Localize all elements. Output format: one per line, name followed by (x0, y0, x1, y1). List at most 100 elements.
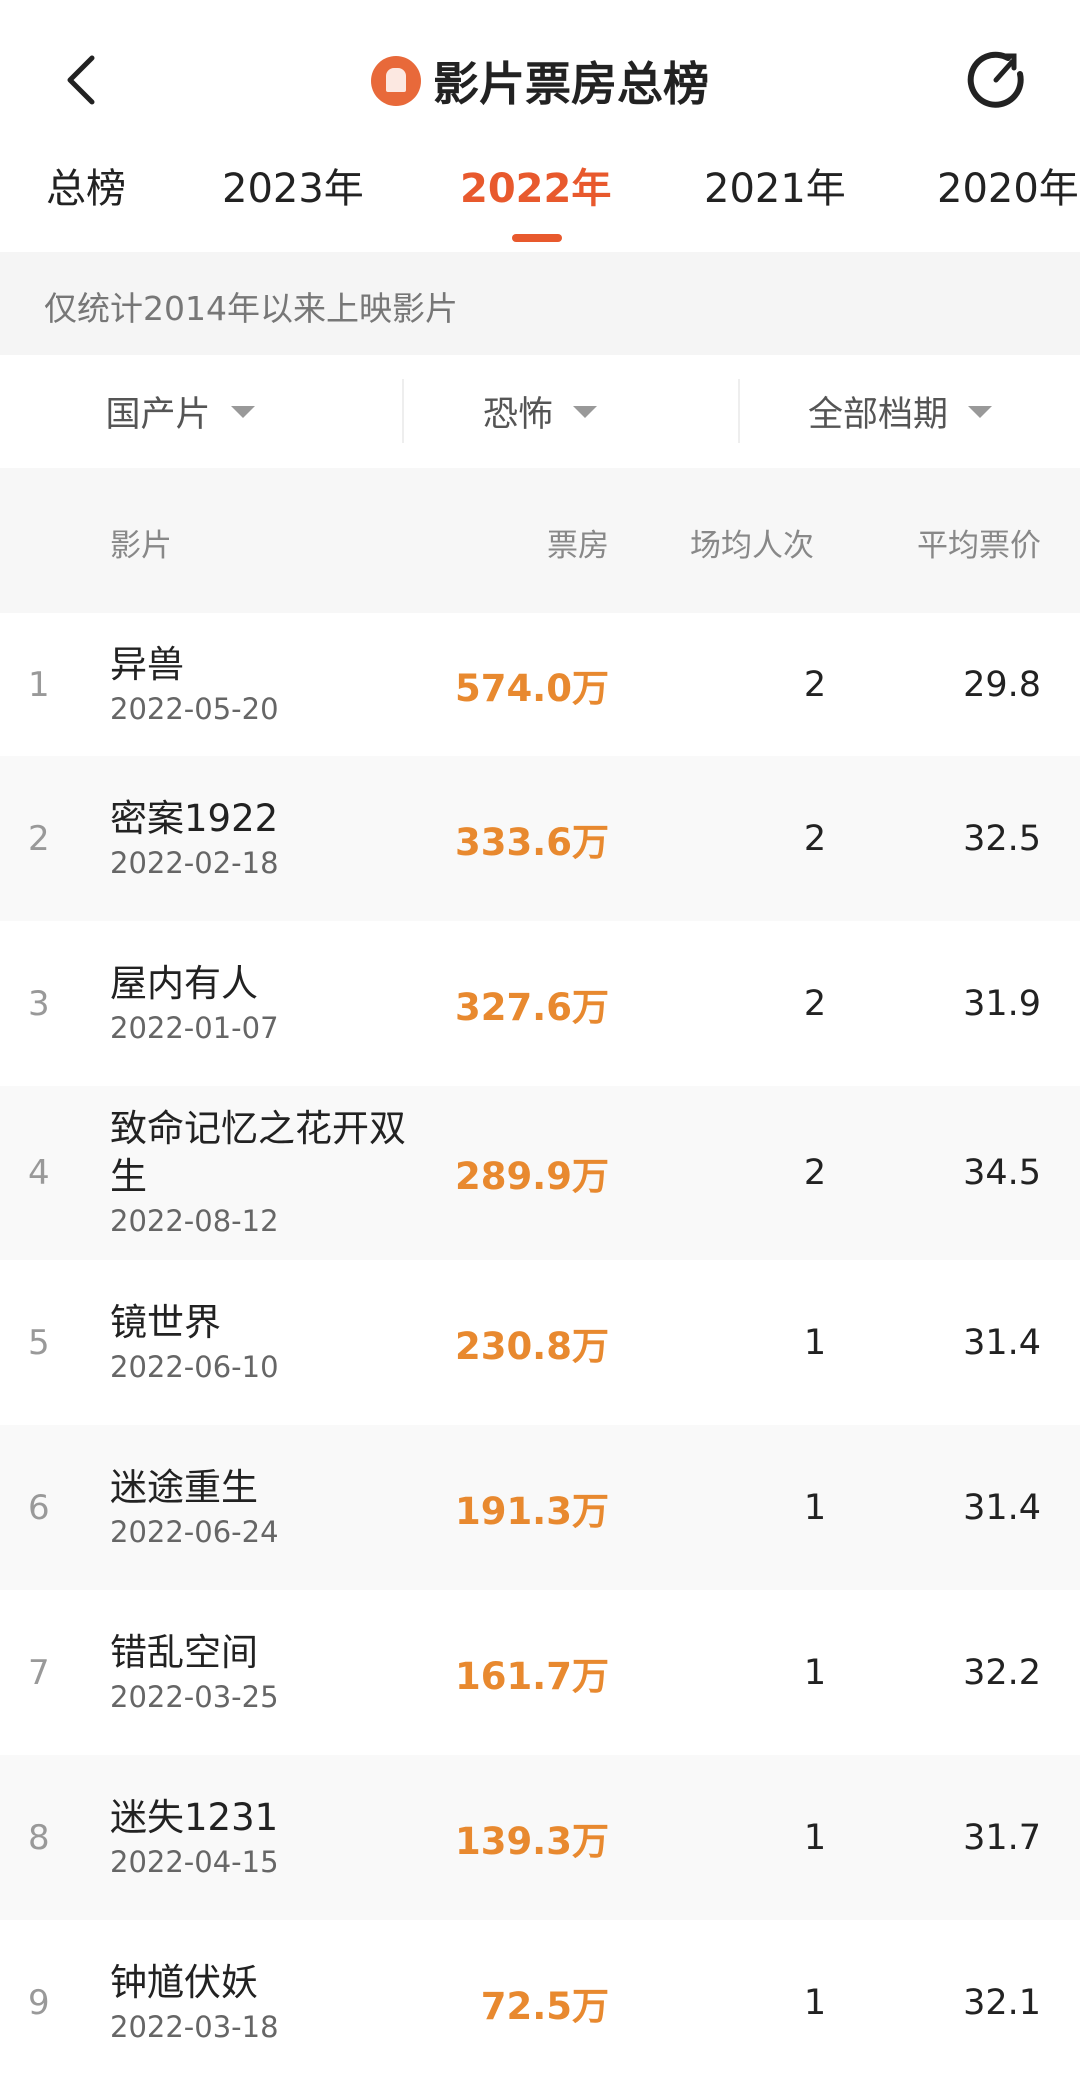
back-arrow-icon[interactable] (62, 52, 102, 108)
avg-attendance: 1 (803, 1487, 827, 1528)
table-row[interactable]: 9 钟馗伏妖 2022-03-18 72.5万 1 32.1 (0, 1920, 1080, 2085)
tab-2021[interactable]: 2021年 (704, 166, 846, 212)
column-header-box-office[interactable]: 票房 (547, 528, 609, 564)
film-info: 异兽 2022-05-20 (110, 641, 410, 729)
avg-price: 32.5 (963, 818, 1041, 859)
box-office: 333.6万 (454, 820, 609, 864)
film-name: 迷失1231 (110, 1795, 279, 1839)
avg-attendance: 2 (803, 818, 827, 859)
release-date: 2022-05-20 (110, 691, 279, 726)
rank: 1 (28, 664, 50, 705)
release-date: 2022-06-10 (110, 1349, 279, 1384)
caret-down-icon (230, 405, 255, 418)
table-row[interactable]: 7 错乱空间 2022-03-25 161.7万 1 32.2 (0, 1590, 1080, 1755)
avg-price: 29.8 (963, 664, 1041, 705)
avg-price: 31.9 (963, 983, 1041, 1024)
film-info: 钟馗伏妖 2022-03-18 (110, 1959, 410, 2047)
page-title: 影片票房总榜 (433, 57, 709, 111)
filter-genre[interactable]: 恐怖 (360, 355, 720, 468)
box-office: 139.3万 (454, 1819, 609, 1863)
avg-attendance: 2 (803, 983, 827, 1024)
caret-down-icon (968, 405, 992, 418)
release-date: 2022-06-24 (110, 1514, 279, 1549)
avg-attendance: 1 (803, 1982, 827, 2023)
avg-price: 32.1 (963, 1982, 1041, 2023)
film-name: 镜世界 (110, 1300, 221, 1344)
table-row[interactable]: 6 迷途重生 2022-06-24 191.3万 1 31.4 (0, 1425, 1080, 1590)
year-tabs: 总榜 2023年 2022年 2021年 2020年 (0, 150, 1080, 252)
film-name: 屋内有人 (110, 961, 258, 1005)
caret-down-icon (573, 405, 597, 418)
active-tab-indicator (512, 234, 562, 242)
film-name: 钟馗伏妖 (110, 1960, 258, 2004)
table-row[interactable]: 1 异兽 2022-05-20 574.0万 2 29.8 (0, 613, 1080, 756)
table-row[interactable]: 2 密案1922 2022-02-18 333.6万 2 32.5 (0, 756, 1080, 921)
film-info: 镜世界 2022-06-10 (110, 1299, 410, 1387)
filter-label: 恐怖 (482, 395, 553, 435)
filter-region[interactable]: 国产片 (0, 355, 360, 468)
tab-overall[interactable]: 总榜 (46, 166, 126, 212)
release-date: 2022-04-15 (110, 1844, 279, 1879)
film-info: 迷途重生 2022-06-24 (110, 1464, 410, 1552)
film-name: 异兽 (110, 642, 184, 686)
filter-bar: 国产片 恐怖 全部档期 (0, 355, 1080, 468)
box-office: 72.5万 (480, 1984, 609, 2028)
app-logo-icon (371, 56, 421, 106)
release-date: 2022-02-18 (110, 845, 279, 880)
avg-attendance: 1 (803, 1322, 827, 1363)
film-info: 屋内有人 2022-01-07 (110, 960, 410, 1048)
box-office: 230.8万 (454, 1324, 609, 1368)
film-name: 错乱空间 (110, 1630, 258, 1674)
divider (738, 379, 740, 443)
rank: 6 (28, 1487, 50, 1528)
table-row[interactable]: 4 致命记忆之花开双生 2022-08-12 289.9万 2 34.5 (0, 1086, 1080, 1260)
page-title-group: 影片票房总榜 (0, 48, 1080, 114)
rank: 4 (28, 1153, 50, 1193)
refresh-icon[interactable] (964, 48, 1028, 112)
avg-attendance: 2 (803, 664, 827, 705)
box-office: 574.0万 (454, 666, 609, 710)
avg-attendance: 2 (803, 1153, 827, 1193)
film-info: 密案1922 2022-02-18 (110, 795, 410, 883)
box-office: 161.7万 (454, 1654, 609, 1698)
avg-price: 31.4 (963, 1487, 1041, 1528)
film-name: 迷途重生 (110, 1465, 258, 1509)
rank: 7 (28, 1652, 50, 1693)
tab-2022[interactable]: 2022年 (460, 166, 612, 212)
box-office: 289.9万 (454, 1155, 609, 1198)
release-date: 2022-01-07 (110, 1010, 279, 1045)
avg-price: 32.2 (963, 1652, 1041, 1693)
tab-2023[interactable]: 2023年 (222, 166, 364, 212)
tab-2020[interactable]: 2020年 (937, 166, 1079, 212)
film-info: 迷失1231 2022-04-15 (110, 1794, 410, 1882)
column-header-avg-attendance[interactable]: 场均人次 (690, 528, 814, 564)
divider (402, 379, 404, 443)
table-header: 影片 票房 场均人次 平均票价 (0, 468, 1080, 613)
avg-price: 31.4 (963, 1322, 1041, 1363)
avg-price: 31.7 (963, 1817, 1041, 1858)
rank: 8 (28, 1817, 50, 1858)
filter-label: 全部档期 (807, 395, 948, 435)
filter-label: 国产片 (105, 395, 211, 435)
nav-bar: 影片票房总榜 (0, 0, 1080, 150)
column-header-avg-price[interactable]: 平均票价 (917, 528, 1041, 564)
column-header-film: 影片 (110, 528, 172, 564)
film-name: 密案1922 (110, 796, 279, 840)
box-office: 191.3万 (454, 1489, 609, 1533)
film-info: 错乱空间 2022-03-25 (110, 1629, 410, 1717)
table-row[interactable]: 8 迷失1231 2022-04-15 139.3万 1 31.7 (0, 1755, 1080, 1920)
rank: 5 (28, 1322, 50, 1363)
filter-season[interactable]: 全部档期 (720, 355, 1080, 468)
film-name: 致命记忆之花开双生 (110, 1107, 406, 1198)
release-date: 2022-03-18 (110, 2009, 279, 2044)
film-info: 致命记忆之花开双生 2022-08-12 (110, 1105, 410, 1241)
release-date: 2022-03-25 (110, 1679, 279, 1714)
rank: 9 (28, 1982, 50, 2023)
rank: 3 (28, 983, 50, 1024)
box-office: 327.6万 (454, 985, 609, 1029)
notice-text: 仅统计2014年以来上映影片 (0, 252, 1080, 355)
table-row[interactable]: 5 镜世界 2022-06-10 230.8万 1 31.4 (0, 1260, 1080, 1425)
table-row[interactable]: 3 屋内有人 2022-01-07 327.6万 2 31.9 (0, 921, 1080, 1086)
avg-price: 34.5 (963, 1153, 1041, 1193)
avg-attendance: 1 (803, 1817, 827, 1858)
